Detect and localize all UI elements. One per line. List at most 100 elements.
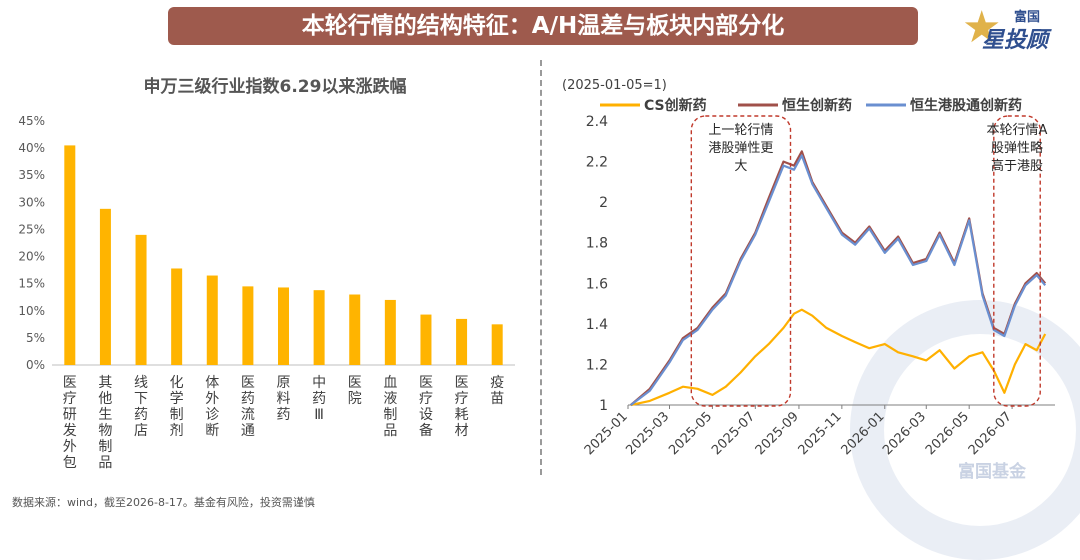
category-label-char: 外 [63,439,77,455]
category-label-char: 流 [241,407,255,423]
category-label-char: 外 [205,391,219,407]
bar [99,208,111,365]
category-label-char: 通 [241,423,255,439]
bar [456,318,468,365]
annotation-text: 股弹性略 [991,140,1043,156]
category-label-char: 医 [63,375,77,391]
category-label-char: 线 [134,375,148,391]
category-label-char: 生 [98,407,112,423]
watermark-text: 富国基金 [958,462,1026,482]
y-tick-label: 1 [599,398,608,414]
annotation-text: 本轮行情A [987,123,1048,138]
annotation-text: 港股弹性更 [708,141,773,156]
category-label-char: 疗 [63,391,77,407]
y-tick-label: 1.4 [586,317,608,333]
y-tick-label: 1.6 [586,276,608,292]
bar-chart: 0%5%10%15%20%25%30%35%40%45%医疗研发外包其他生物制品… [18,114,515,471]
category-label-char: 品 [383,423,397,439]
category-label-char: 医 [241,375,255,391]
x-tick-label: 2025-01 [582,409,631,458]
category-label-char: 化 [170,375,184,391]
category-label-char: 药 [241,391,255,407]
annotation-text: 上一轮行情 [708,123,773,138]
x-tick-label: 2025-11 [796,409,845,458]
x-tick-label: 2026-03 [880,409,929,458]
category-label-char: 他 [98,391,112,407]
star-icon: ★ [962,2,1002,53]
category-label-char: 医 [348,375,362,391]
x-tick-label: 2025-05 [666,409,715,458]
page-title: 本轮行情的结构特征：A/H温差与板块内部分化 [301,13,785,39]
brand-main-text: 星投顾 [982,28,1049,53]
category-label-char: 诊 [205,407,219,423]
y-tick-label: 40% [18,141,45,155]
x-tick-label: 2025-09 [753,409,802,458]
bar-chart-title: 申万三级行业指数6.29以来涨跌幅 [143,77,407,97]
brand-top-text: 富国 [1014,10,1041,25]
annotation-box [690,115,792,407]
category-label-char: 其 [98,375,112,391]
series-line [630,150,1047,406]
y-tick-label: 2.4 [586,114,608,130]
category-label-char: 疗 [455,391,469,407]
annotation-box [993,115,1041,407]
y-tick-label: 30% [18,195,45,209]
category-label-char: 断 [205,423,219,439]
category-label-char: 药 [134,407,148,423]
category-label-char: 医 [455,375,469,391]
bar [242,286,254,365]
bar [313,290,325,365]
x-tick-label: 2026-01 [839,409,888,458]
y-tick-label: 0% [26,358,45,372]
x-tick-label: 2025-07 [709,409,758,458]
y-tick-label: 45% [18,114,45,128]
category-label-char: 药 [277,407,291,423]
y-tick-label: 1.2 [586,357,608,373]
category-label-char: 设 [419,407,433,423]
legend-label: 恒生港股通创新药 [910,97,1022,114]
series-line [630,154,1047,406]
category-label-char: 店 [134,423,148,439]
category-label-char: Ⅲ [314,407,324,423]
annotation-text: 大 [734,159,747,174]
category-label-char: 发 [63,423,77,439]
y-tick-label: 2 [599,195,608,211]
category-label-char: 原 [277,375,291,391]
bar [171,268,183,365]
category-label-char: 体 [205,375,219,391]
series-line [630,308,1047,407]
category-label-char: 制 [170,407,184,423]
brand-logo: ★ 富国 星投顾 [962,2,1072,54]
category-label-char: 液 [383,391,397,407]
y-tick-label: 1.8 [586,236,608,252]
category-label-char: 疫 [490,375,504,391]
category-label-char: 耗 [455,407,469,423]
category-label-char: 材 [455,423,469,439]
x-tick-label: 2025-03 [623,409,672,458]
category-label-char: 物 [98,423,112,439]
category-label-char: 制 [383,407,397,423]
y-tick-label: 5% [26,331,45,345]
bar [384,299,396,365]
y-tick-label: 2.2 [586,155,608,171]
bar [278,287,289,365]
bar [491,324,503,365]
category-label-char: 疗 [419,391,433,407]
panel-divider [540,60,542,475]
line-chart: (2025-01-05=1) 1 1.2 1.4 1.6 1.8 2 2.2 2.4 2025-0… [562,78,1055,458]
category-label-char: 品 [98,455,112,471]
source-note: 数据来源：wind，截至2026-8-17。基金有风险，投资需谨慎 [12,496,315,509]
category-label-char: 剂 [170,423,184,439]
bar [206,275,218,365]
category-label-char: 血 [383,375,397,391]
x-tick-label: 2026-07 [966,409,1015,458]
legend-label: CS创新药 [644,97,707,114]
y-tick-label: 10% [18,304,45,318]
bar [135,234,147,365]
y-tick-label: 20% [18,250,45,264]
category-label-char: 中 [312,375,326,391]
category-label-char: 料 [277,391,291,407]
bar [420,314,432,365]
category-label-char: 医 [419,375,433,391]
page-title-banner: 本轮行情的结构特征：A/H温差与板块内部分化 [168,7,918,45]
